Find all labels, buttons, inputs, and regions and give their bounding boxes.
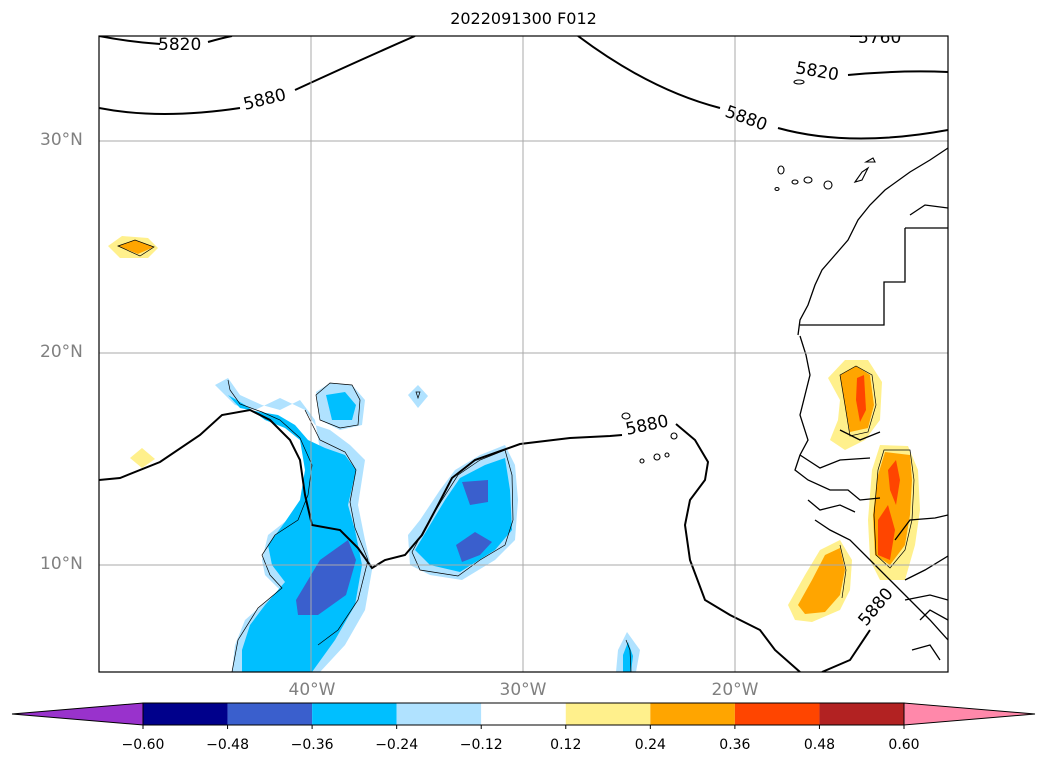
lon-label-40w: 40°W: [288, 680, 336, 700]
contour-label: 5760: [858, 28, 901, 48]
colorbar-segment: [819, 703, 904, 725]
colorbar-tick-label: −0.12: [459, 737, 503, 753]
colorbar-tick-label: −0.48: [206, 737, 249, 753]
colorbar-frame: [142, 702, 905, 726]
colorbar-segment: [650, 703, 735, 725]
contour-label: 5820: [158, 35, 201, 55]
map-title: 2022091300 F012: [450, 9, 597, 28]
plot-frame: [98, 35, 949, 673]
colorbar-tick-label: −0.24: [375, 737, 419, 753]
colorbar-tick-label: 0.36: [719, 737, 751, 753]
colorbar-segment: [143, 703, 228, 725]
colorbar-segment: [734, 703, 820, 725]
lon-label-30w: 30°W: [499, 680, 547, 700]
negative-anomaly-shading: [215, 378, 640, 672]
colorbar-segment: [312, 703, 397, 725]
colorbar-extend-min: [11, 702, 144, 726]
colorbar-extend-max: [903, 702, 1036, 726]
colorbar-segment: [481, 703, 566, 725]
colorbar-tick-label: 0.60: [888, 737, 920, 753]
colorbar-tick-label: 0.48: [803, 737, 836, 753]
colorbar-tick-label: −0.60: [121, 737, 165, 753]
islands: [621, 79, 876, 464]
height-contours: [99, 36, 948, 672]
lat-label-10n: 10°N: [40, 554, 83, 574]
colorbar-segment: [396, 703, 482, 725]
colorbar: [11, 702, 1036, 729]
colorbar-segment: [227, 703, 313, 725]
colorbar-tick-label: 0.24: [634, 737, 666, 753]
colorbar-tick-label: −0.36: [290, 737, 334, 753]
lon-label-20w: 20°W: [711, 680, 759, 700]
lat-label-30n: 30°N: [40, 130, 83, 150]
colorbar-tick-label: 0.12: [550, 737, 582, 753]
lat-label-20n: 20°N: [40, 342, 83, 362]
coastlines: [794, 147, 948, 661]
colorbar-segment: [565, 703, 651, 725]
gridlines: [99, 36, 948, 672]
